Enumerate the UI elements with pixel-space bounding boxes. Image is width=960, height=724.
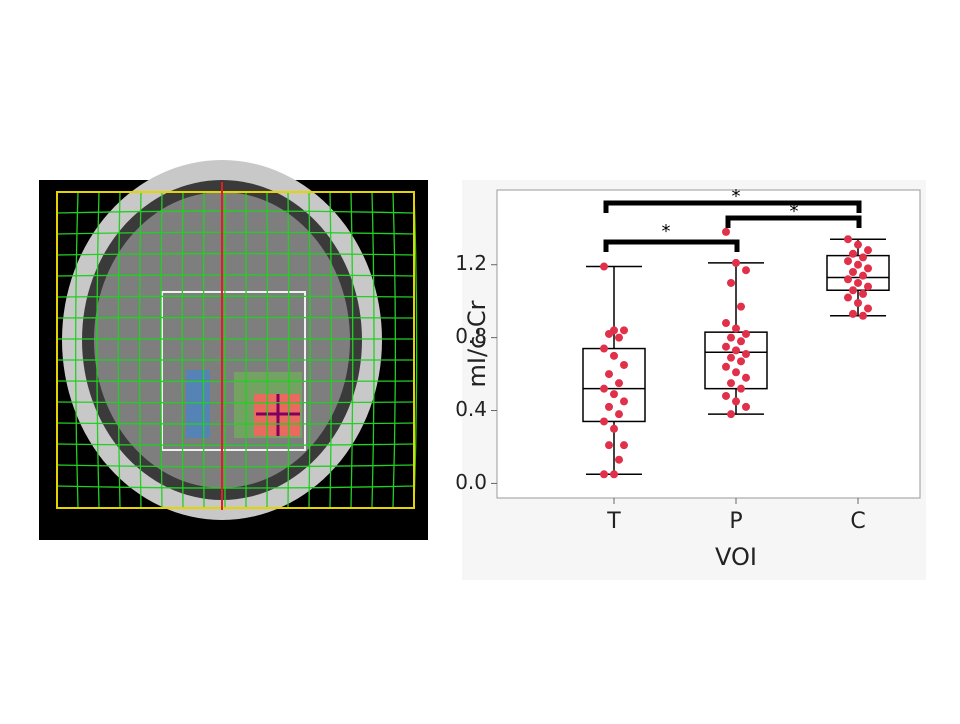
- data-point: [859, 290, 867, 298]
- data-point: [600, 345, 608, 353]
- data-point: [605, 370, 613, 378]
- data-point: [737, 303, 745, 311]
- data-point: [859, 253, 867, 261]
- x-tick-label: T: [606, 509, 621, 534]
- data-point: [610, 390, 618, 398]
- x-tick-label: C: [850, 509, 865, 534]
- data-point: [854, 261, 862, 269]
- data-point: [737, 385, 745, 393]
- data-point: [722, 319, 730, 327]
- data-point: [620, 361, 628, 369]
- data-point: [854, 241, 862, 249]
- region-blue: [186, 370, 210, 438]
- data-point: [742, 330, 750, 338]
- mri-image: [39, 160, 428, 540]
- significance-mark: *: [732, 186, 741, 207]
- x-axis-label: VOI: [715, 543, 757, 571]
- data-point: [727, 354, 735, 362]
- data-point: [742, 350, 750, 358]
- data-point: [864, 304, 872, 312]
- y-tick-label: 0.4: [455, 397, 487, 421]
- data-point: [610, 470, 618, 478]
- data-point: [844, 257, 852, 265]
- data-point: [600, 417, 608, 425]
- significance-mark: *: [662, 221, 671, 242]
- data-point: [854, 299, 862, 307]
- data-point: [620, 326, 628, 334]
- x-tick-label: P: [729, 509, 742, 534]
- box: [705, 332, 767, 388]
- data-point: [722, 363, 730, 371]
- data-point: [615, 456, 623, 464]
- y-tick-label: 0.8: [455, 324, 487, 348]
- data-point: [742, 403, 750, 411]
- data-point: [844, 294, 852, 302]
- data-point: [727, 379, 735, 387]
- data-point: [864, 264, 872, 272]
- data-point: [849, 250, 857, 258]
- data-point: [600, 263, 608, 271]
- data-point: [722, 228, 730, 236]
- data-point: [722, 392, 730, 400]
- data-point: [849, 310, 857, 318]
- data-point: [844, 235, 852, 243]
- data-point: [732, 397, 740, 405]
- data-point: [854, 279, 862, 287]
- data-point: [732, 259, 740, 267]
- y-tick-label: 0.0: [455, 470, 487, 494]
- data-point: [605, 403, 613, 411]
- data-point: [605, 441, 613, 449]
- data-point: [620, 397, 628, 405]
- data-point: [600, 385, 608, 393]
- data-point: [727, 279, 735, 287]
- data-point: [600, 470, 608, 478]
- data-point: [742, 374, 750, 382]
- y-tick-label: 1.2: [455, 251, 487, 275]
- data-point: [864, 246, 872, 254]
- data-point: [605, 330, 613, 338]
- data-point: [732, 368, 740, 376]
- data-point: [737, 357, 745, 365]
- data-point: [732, 346, 740, 354]
- data-point: [742, 266, 750, 274]
- data-point: [732, 325, 740, 333]
- data-point: [864, 283, 872, 291]
- data-point: [615, 334, 623, 342]
- data-point: [859, 272, 867, 280]
- data-point: [620, 441, 628, 449]
- data-point: [859, 312, 867, 320]
- data-point: [610, 425, 618, 433]
- data-point: [737, 337, 745, 345]
- data-point: [615, 379, 623, 387]
- data-point: [849, 286, 857, 294]
- data-point: [615, 410, 623, 418]
- data-point: [727, 334, 735, 342]
- data-point: [844, 275, 852, 283]
- data-point: [849, 268, 857, 276]
- data-point: [722, 343, 730, 351]
- data-point: [610, 352, 618, 360]
- data-point: [727, 410, 735, 418]
